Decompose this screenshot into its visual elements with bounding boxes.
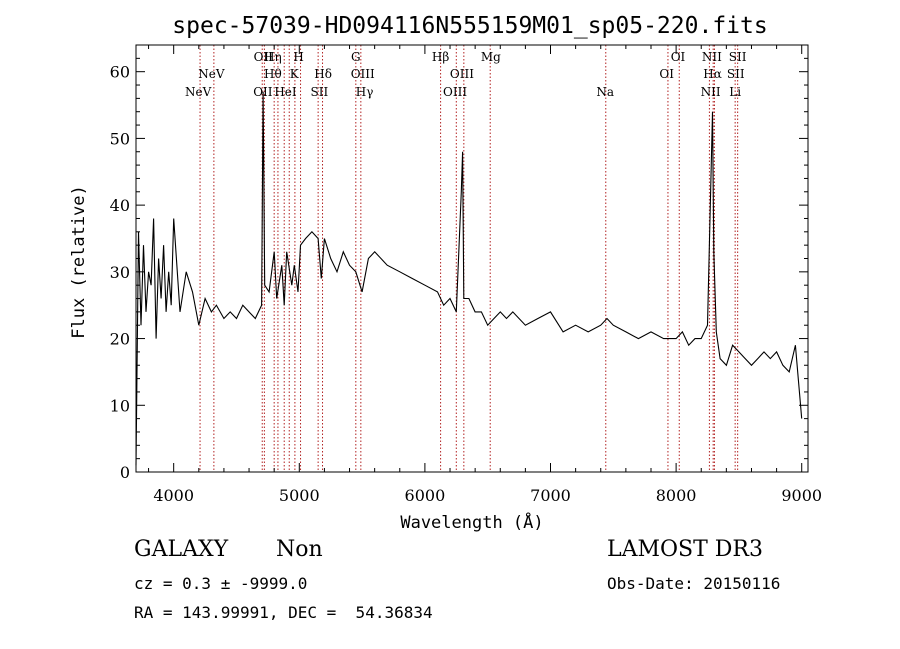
x-tick-label: 7000 — [530, 486, 571, 505]
y-tick-label: 0 — [120, 463, 130, 482]
line-id-label: Hη — [264, 50, 282, 64]
line-id-label: OIII — [450, 67, 474, 81]
y-tick-label: 40 — [110, 196, 130, 215]
line-id-label: Hα — [703, 67, 722, 81]
line-id-label: OII — [254, 50, 274, 64]
redshift-info: cz = 0.3 ± -9999.0 — [134, 574, 308, 593]
y-axis-label: Flux (relative) — [69, 185, 89, 339]
x-tick-label: 4000 — [153, 486, 194, 505]
line-id-label: OIII — [443, 85, 467, 99]
line-id-label: NII — [702, 50, 722, 64]
line-id-label: Li — [729, 85, 741, 99]
line-id-label: Mg — [481, 50, 501, 64]
line-id-label: SII — [727, 67, 745, 81]
object-subclass: Non — [276, 537, 323, 562]
line-id-label: NeV — [198, 67, 225, 81]
line-id-label: G — [351, 50, 361, 64]
obs-date: Obs-Date: 20150116 — [607, 574, 781, 593]
line-id-label: Hδ — [314, 67, 332, 81]
x-tick-label: 9000 — [781, 486, 822, 505]
line-id-label: K — [290, 67, 300, 81]
line-id-label: SII — [729, 50, 747, 64]
x-tick-label: 5000 — [279, 486, 320, 505]
y-tick-label: 50 — [110, 129, 130, 148]
line-id-label: Hθ — [264, 67, 282, 81]
line-id-label: H — [293, 50, 303, 64]
line-id-label: NII — [701, 85, 721, 99]
line-id-label: Hβ — [432, 50, 449, 64]
line-id-label: OIII — [351, 67, 375, 81]
plot-frame — [135, 44, 809, 473]
x-tick-label: 6000 — [405, 486, 446, 505]
line-id-label: Na — [596, 85, 614, 99]
y-tick-label: 10 — [110, 396, 130, 415]
survey-name: LAMOST DR3 — [607, 537, 763, 562]
chart-title: spec-57039-HD094116N555159M01_sp05-220.f… — [172, 13, 767, 39]
spectrum-line — [135, 91, 803, 466]
line-id-label: SII — [311, 85, 329, 99]
spectrum-chart: spec-57039-HD094116N555159M01_sp05-220.f… — [69, 13, 822, 533]
line-id-label: NeV — [185, 85, 212, 99]
y-tick-label: 30 — [110, 263, 130, 282]
y-tick-label: 20 — [110, 330, 130, 349]
line-id-label: OI — [671, 50, 686, 64]
coordinates: RA = 143.99991, DEC = 54.36834 — [134, 603, 433, 622]
object-class: GALAXY — [134, 537, 229, 562]
x-tick-label: 8000 — [656, 486, 697, 505]
line-id-label: Hγ — [356, 85, 374, 99]
line-id-label: HeI — [274, 85, 297, 99]
x-axis-label: Wavelength (Å) — [400, 511, 543, 533]
y-tick-label: 60 — [110, 63, 130, 82]
line-id-label: OI — [659, 67, 674, 81]
